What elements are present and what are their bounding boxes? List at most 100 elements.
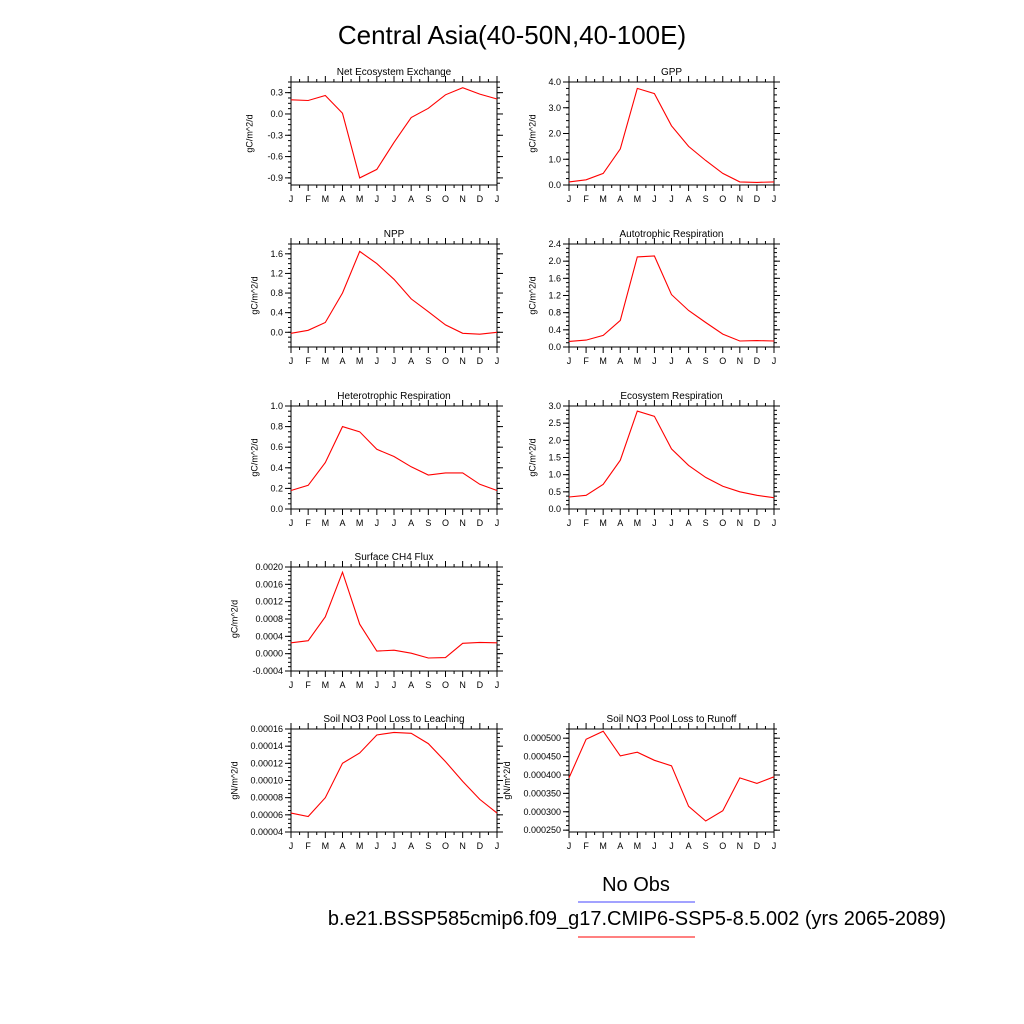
x-tick-label: A [686,356,692,366]
y-tick-label: 3.0 [548,103,561,113]
x-tick-label: F [583,518,589,528]
x-tick-label: F [305,194,311,204]
x-tick-label: S [703,194,709,204]
series-line [290,425,498,492]
y-tick-label: 1.0 [548,154,561,164]
y-tick-label: 0.000400 [523,770,561,780]
x-tick-label: N [737,841,744,851]
y-tick-label: 1.0 [270,401,283,411]
series-line [290,87,498,179]
x-tick-label: J [772,841,777,851]
x-tick-label: N [737,518,744,528]
x-tick-label: J [669,194,674,204]
x-tick-label: M [634,194,642,204]
x-tick-label: A [339,518,345,528]
x-tick-label: F [305,518,311,528]
x-tick-label: J [289,680,294,690]
x-tick-label: J [392,194,397,204]
x-tick-label: M [356,518,364,528]
y-tick-label: 0.00012 [250,758,283,768]
plot-frame [290,405,498,510]
x-tick-label: J [495,518,500,528]
x-tick-label: M [599,194,607,204]
x-tick-label: J [495,194,500,204]
panel-title: Net Ecosystem Exchange [337,67,452,78]
y-tick-label: 0.0 [270,109,283,119]
x-tick-label: M [599,356,607,366]
x-tick-label: J [392,841,397,851]
legend-obs-label: No Obs [602,874,670,896]
x-tick-label: A [686,841,692,851]
y-tick-label: 0.0 [548,342,561,352]
y-axis-label: gN/m^2/d [502,761,512,799]
y-tick-label: -0.9 [267,173,283,183]
x-tick-label: N [459,194,466,204]
x-tick-label: A [408,518,414,528]
x-tick-label: S [425,680,431,690]
y-tick-label: 0.0004 [255,631,283,641]
y-axis-label: gC/m^2/d [528,276,538,314]
plot-frame [290,243,498,348]
y-tick-label: -0.3 [267,130,283,140]
x-tick-label: J [375,841,380,851]
x-tick-label: A [617,841,623,851]
x-tick-label: J [567,194,572,204]
x-tick-label: J [392,356,397,366]
x-tick-label: S [703,841,709,851]
y-tick-label: 0.6 [270,442,283,452]
x-tick-label: S [703,356,709,366]
x-tick-label: A [408,680,414,690]
y-axis-label: gC/m^2/d [250,438,260,476]
y-tick-label: 0.0012 [255,597,283,607]
x-tick-label: J [669,841,674,851]
x-tick-label: O [442,680,449,690]
y-tick-label: 0.000300 [523,807,561,817]
x-tick-label: D [754,194,761,204]
x-tick-label: F [305,356,311,366]
x-tick-label: D [754,841,761,851]
x-tick-label: O [442,841,449,851]
x-tick-label: S [425,841,431,851]
legend: No Obs b.e21.BSSP585cmip6.f09_g17.CMIP6-… [328,874,946,938]
y-tick-label: 0.00004 [250,827,283,837]
x-tick-label: M [634,518,642,528]
x-tick-label: M [599,841,607,851]
x-tick-label: M [322,680,330,690]
x-tick-label: N [737,194,744,204]
plot-frame [568,728,775,833]
series-line [290,731,498,818]
x-tick-label: S [425,194,431,204]
x-tick-label: D [477,194,484,204]
plot-frame [290,566,498,672]
x-tick-label: D [477,356,484,366]
x-tick-label: A [339,194,345,204]
y-tick-label: 0.0008 [255,614,283,624]
x-tick-label: O [719,518,726,528]
x-tick-label: J [669,356,674,366]
panel-title: Soil NO3 Pool Loss to Leaching [323,714,464,725]
x-tick-label: N [459,680,466,690]
y-axis-label: gC/m^2/d [250,276,260,314]
x-tick-label: J [772,518,777,528]
x-tick-label: J [495,680,500,690]
x-tick-label: M [322,356,330,366]
x-tick-label: N [459,356,466,366]
x-tick-label: J [652,518,657,528]
x-tick-label: A [617,194,623,204]
x-tick-label: J [652,841,657,851]
plot-frame [290,81,498,186]
x-tick-label: N [459,841,466,851]
y-tick-label: 0.2 [270,483,283,493]
x-tick-label: D [754,518,761,528]
x-tick-label: O [442,518,449,528]
y-tick-label: 0.8 [270,422,283,432]
x-tick-label: J [392,680,397,690]
x-tick-label: J [652,194,657,204]
